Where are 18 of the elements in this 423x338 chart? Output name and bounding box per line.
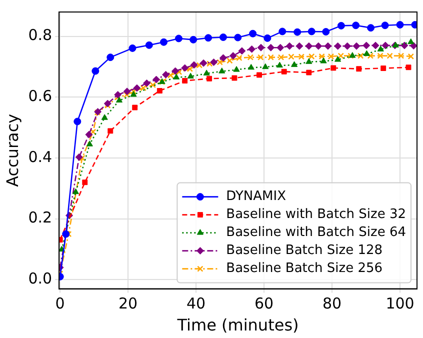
legend-label: DYNAMIX [226, 189, 286, 204]
y-tick-label: 0.2 [28, 208, 52, 227]
y-tick-label: 0.4 [28, 148, 52, 166]
x-tick-label: 60 [254, 294, 274, 313]
legend-label: Baseline Batch Size 128 [226, 243, 383, 258]
x-axis-title: Time (minutes) [176, 316, 299, 335]
y-axis-title: Accuracy [2, 114, 22, 187]
x-tick-label: 80 [322, 294, 342, 313]
x-tick-label: 40 [186, 294, 206, 313]
x-tick-label: 0 [55, 294, 65, 313]
y-tick-label: 0.6 [28, 87, 52, 106]
legend-label: Baseline with Batch Size 32 [226, 207, 406, 222]
x-tick-label: 20 [118, 294, 138, 313]
legend-label: Baseline with Batch Size 64 [226, 225, 406, 240]
y-tick-label: 0.0 [28, 270, 52, 288]
y-tick-label: 0.8 [28, 26, 52, 44]
x-tick-label: 100 [386, 294, 414, 313]
legend-label: Baseline Batch Size 256 [226, 261, 383, 276]
